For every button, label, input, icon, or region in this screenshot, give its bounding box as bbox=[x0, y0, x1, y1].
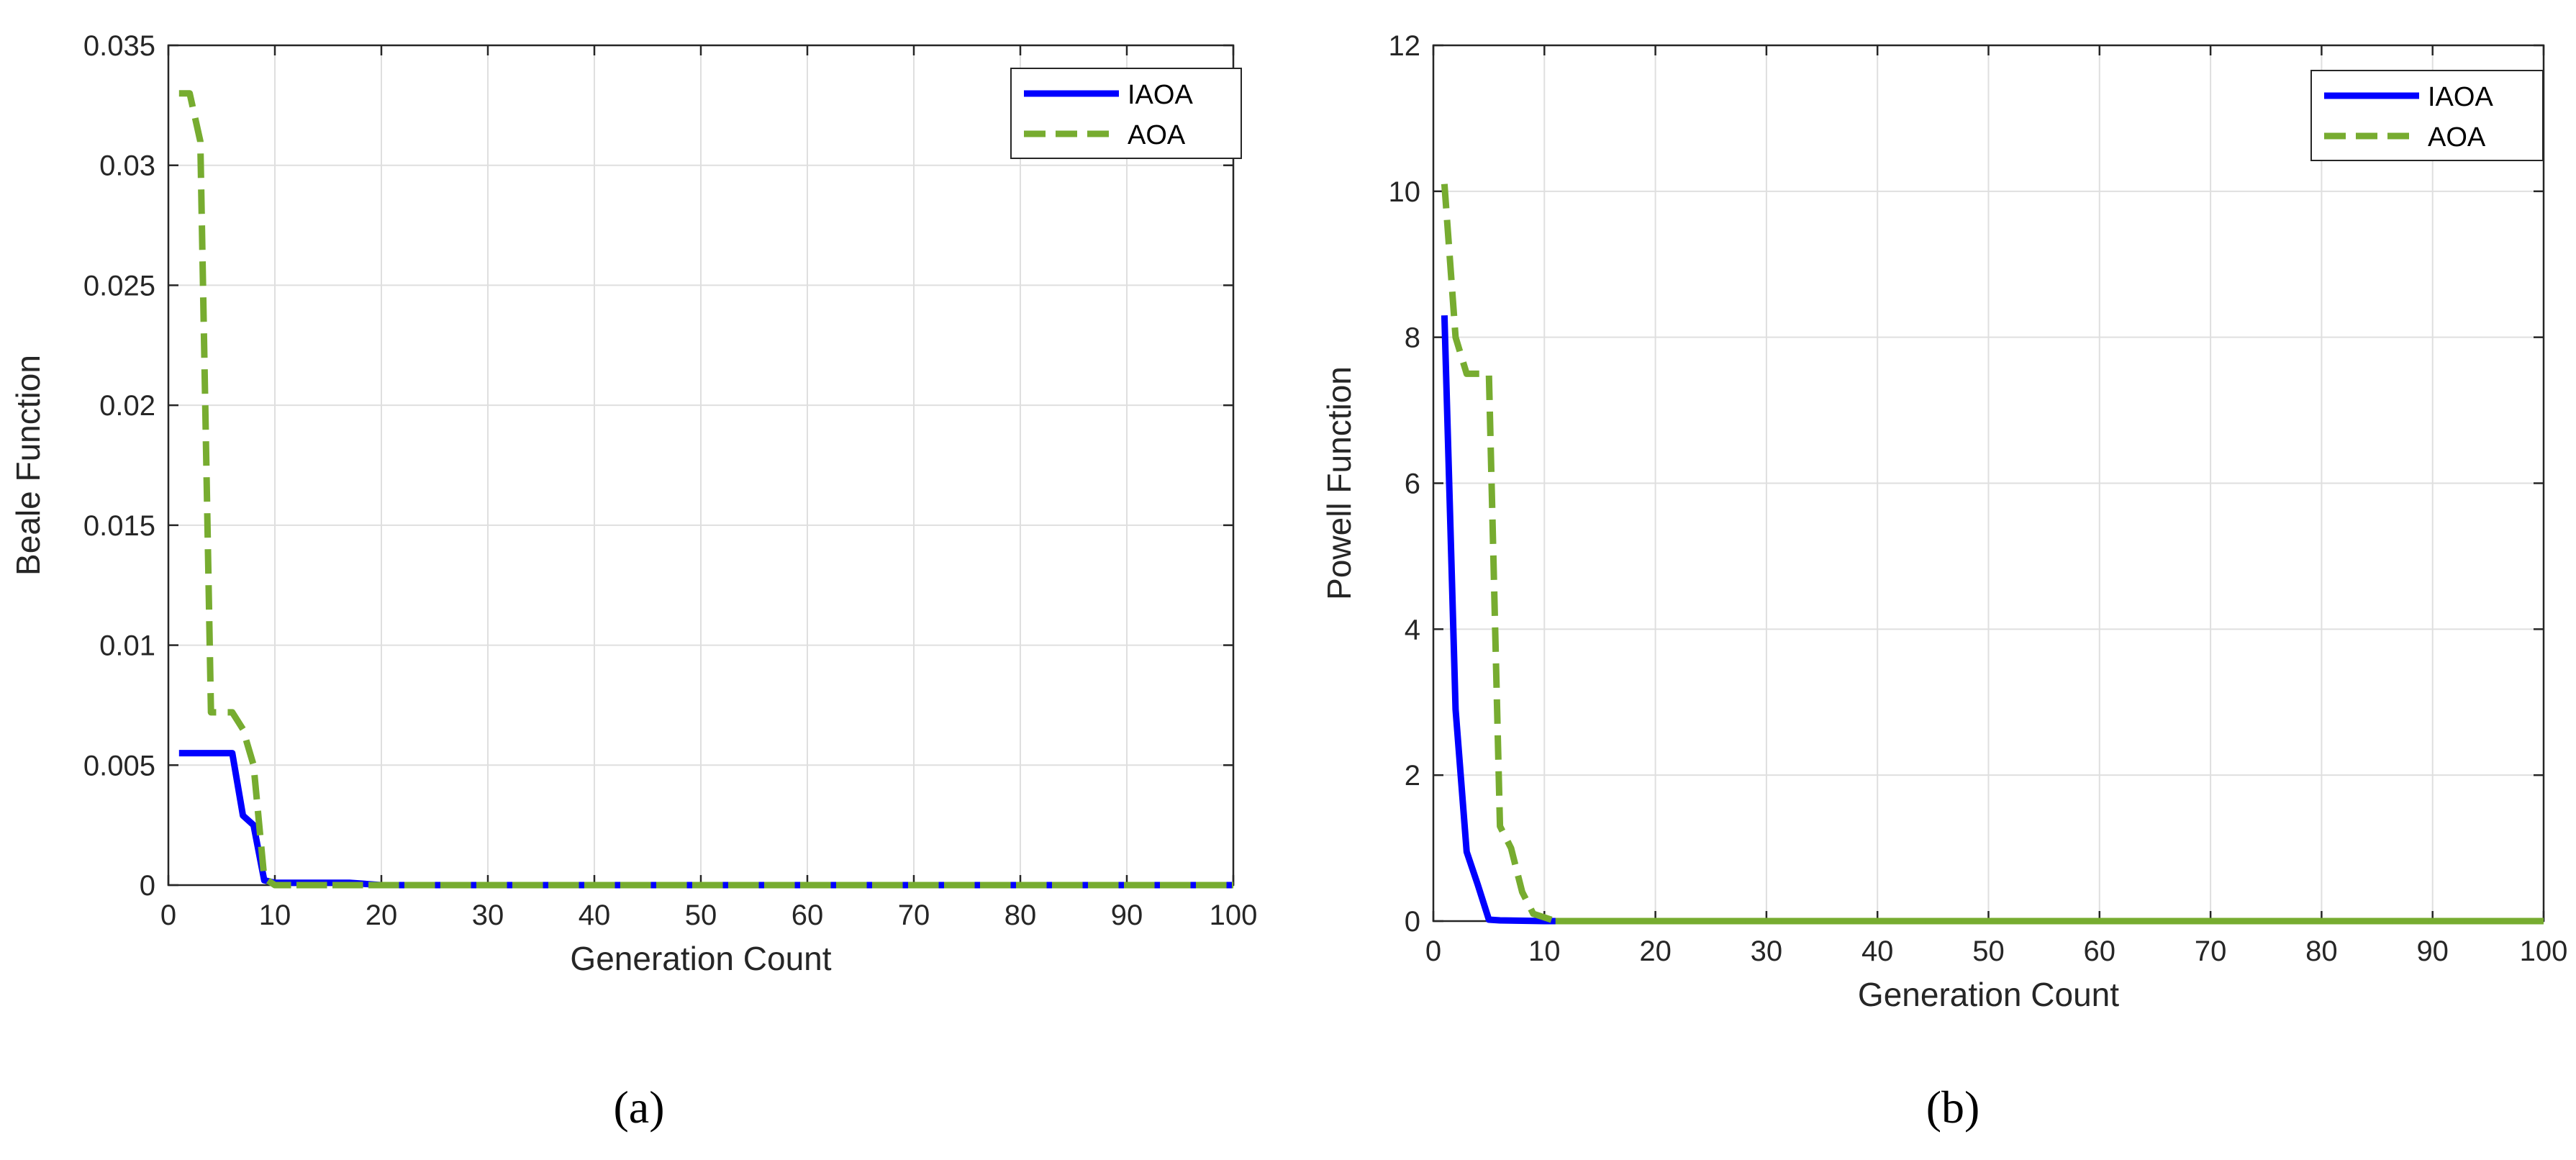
y-tick-label: 6 bbox=[1405, 468, 1420, 500]
y-tick-label: 0.015 bbox=[83, 510, 155, 542]
y-tick-label: 2 bbox=[1405, 760, 1420, 792]
x-tick-label: 0 bbox=[1425, 935, 1441, 967]
legend-label: AOA bbox=[2428, 122, 2486, 153]
y-tick-label: 0 bbox=[1405, 906, 1420, 938]
y-tick-label: 0.005 bbox=[83, 750, 155, 781]
x-tick-label: 70 bbox=[2195, 935, 2227, 967]
legend: IAOA AOA bbox=[1010, 68, 1242, 159]
series-line-iaoa bbox=[1441, 315, 2544, 925]
x-tick-label: 30 bbox=[472, 900, 504, 931]
x-tick-label: 70 bbox=[898, 900, 930, 931]
x-tick-label: 40 bbox=[1861, 935, 1894, 967]
panel-caption: (a) bbox=[613, 1082, 664, 1133]
x-tick-label: 60 bbox=[2084, 935, 2116, 967]
x-tick-label: 80 bbox=[2305, 935, 2338, 967]
x-axis-label: Generation Count bbox=[1858, 976, 2119, 1013]
panel-caption: (b) bbox=[1926, 1082, 1980, 1133]
x-tick-label: 100 bbox=[2520, 935, 2568, 967]
x-tick-label: 90 bbox=[2416, 935, 2449, 967]
x-tick-label: 60 bbox=[792, 900, 824, 931]
x-tick-label: 40 bbox=[579, 900, 611, 931]
x-tick-label: 100 bbox=[1210, 900, 1258, 931]
series-line-aoa bbox=[178, 90, 1233, 889]
y-tick-label: 0.02 bbox=[99, 390, 155, 422]
x-tick-label: 10 bbox=[1528, 935, 1561, 967]
y-tick-label: 0.03 bbox=[99, 150, 155, 182]
y-tick-label: 0.025 bbox=[83, 270, 155, 302]
legend-label: AOA bbox=[1128, 120, 1186, 150]
x-tick-label: 80 bbox=[1004, 900, 1037, 931]
legend-box bbox=[1010, 68, 1242, 159]
series-line-aoa bbox=[1441, 183, 2544, 925]
y-tick-label: 8 bbox=[1405, 322, 1420, 354]
x-tick-label: 90 bbox=[1111, 900, 1143, 931]
chart-panel-1: 0 10 20 30 40 50 60 70 80 90 100 0 0.005 0.01 0.015 0.0… bbox=[9, 30, 1257, 1133]
x-axis-label: Generation Count bbox=[570, 940, 831, 977]
chart-panel-2: 0 10 20 30 40 50 60 70 80 90 100 0 2 4 6 8 10 12 Generatio… bbox=[1320, 30, 2567, 1133]
x-tick-label: 30 bbox=[1751, 935, 1783, 967]
y-tick-label: 10 bbox=[1389, 176, 1421, 208]
y-tick-label: 0 bbox=[140, 870, 155, 902]
x-tick-label: 50 bbox=[685, 900, 717, 931]
x-tick-label: 10 bbox=[259, 900, 291, 931]
x-tick-label: 20 bbox=[366, 900, 398, 931]
legend-label: IAOA bbox=[2428, 82, 2493, 112]
y-axis-label: Beale Function bbox=[9, 355, 47, 576]
legend-label: IAOA bbox=[1128, 80, 1193, 110]
legend-box bbox=[2310, 70, 2544, 161]
y-tick-label: 4 bbox=[1405, 614, 1420, 645]
y-tick-label: 12 bbox=[1389, 30, 1421, 62]
x-tick-label: 20 bbox=[1639, 935, 1672, 967]
x-tick-label: 0 bbox=[160, 900, 176, 931]
y-tick-label: 0.035 bbox=[83, 30, 155, 62]
y-tick-label: 0.01 bbox=[99, 630, 155, 662]
legend: IAOA AOA bbox=[2310, 70, 2544, 161]
y-axis-label: Powell Function bbox=[1320, 366, 1358, 600]
x-tick-label: 50 bbox=[1972, 935, 2005, 967]
